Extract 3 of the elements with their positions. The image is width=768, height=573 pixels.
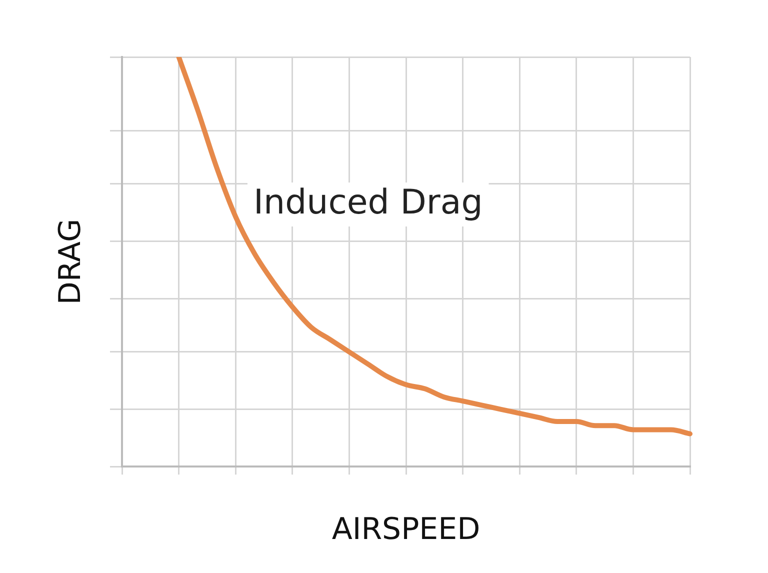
- y-axis-title: DRAG: [52, 218, 88, 305]
- series-label: Induced Drag: [253, 182, 483, 222]
- x-axis-title: AIRSPEED: [332, 512, 480, 547]
